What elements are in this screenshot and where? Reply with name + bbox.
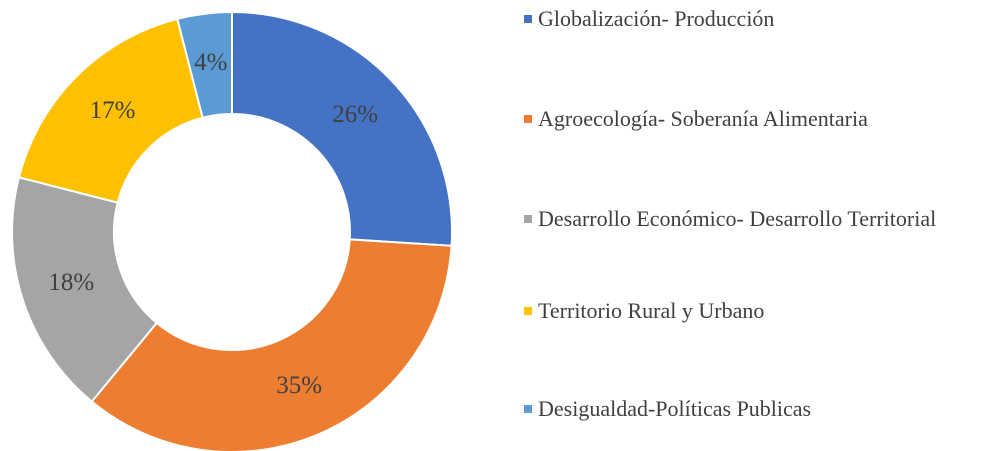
legend-swatch [524,15,532,23]
donut-slice [231,10,453,247]
legend-item: Globalización- Producción [522,4,962,34]
legend-swatch [524,405,532,413]
legend-label: Desigualdad-Políticas Publicas [538,396,812,421]
data-label: 35% [276,372,322,399]
data-label: 4% [194,49,227,76]
donut-slice [11,176,159,403]
data-label: 18% [48,269,94,296]
legend-item: Territorio Rural y Urbano [522,296,962,326]
legend-label: Globalización- Producción [538,6,775,31]
donut-slice [176,10,233,119]
data-label: 26% [332,101,378,128]
legend-label: Agroecología- Soberanía Alimentaria [538,106,868,131]
data-label: 17% [90,97,136,124]
donut-slice [17,17,204,204]
legend-item: Agroecología- Soberanía Alimentaria [522,104,962,134]
legend-label: Desarrollo Económico- Desarrollo Territo… [538,206,937,231]
legend-swatch [524,115,532,123]
legend-item: Desarrollo Económico- Desarrollo Territo… [522,204,962,234]
legend-label: Territorio Rural y Urbano [538,298,765,323]
legend-swatch [524,215,532,223]
legend-item: Desigualdad-Políticas Publicas [522,394,962,424]
legend-swatch [524,307,532,315]
donut-slice [90,238,453,451]
